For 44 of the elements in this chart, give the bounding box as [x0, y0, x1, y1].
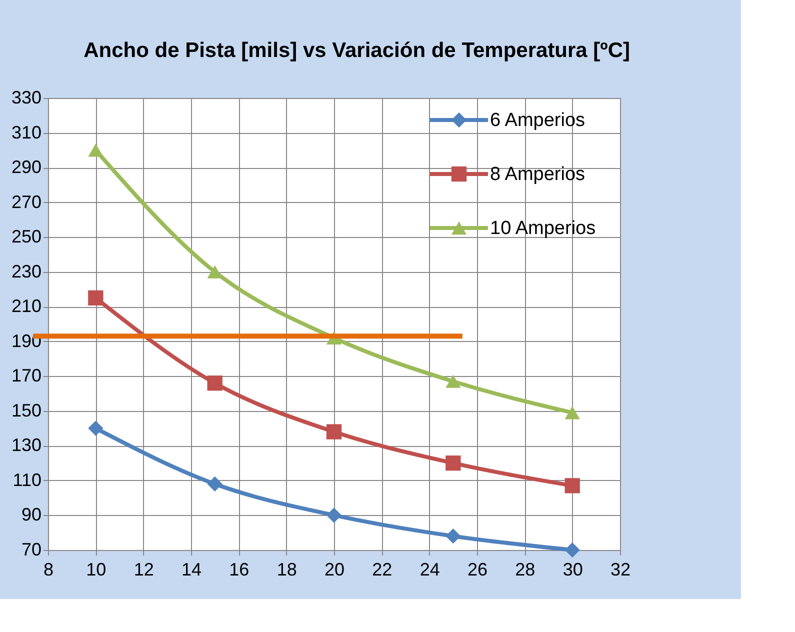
x-tick-label: 18: [276, 560, 297, 580]
y-tick-label: 130: [11, 435, 42, 456]
chart-title: Ancho de Pista [mils] vs Variación de Temperatura [ºC]: [84, 39, 630, 62]
point: [446, 455, 461, 471]
point: [326, 424, 342, 440]
legend-label: 8 Amperios: [490, 164, 586, 185]
y-tick-label: 110: [12, 470, 42, 490]
y-tick-label: 310: [11, 122, 42, 142]
point: [207, 376, 222, 391]
x-tick-label: 10: [86, 560, 106, 580]
x-tick-label: 30: [562, 560, 583, 580]
point: [446, 528, 461, 544]
y-tick-label: 250: [11, 226, 42, 247]
x-tick-label: 20: [324, 560, 345, 580]
x-tick-label: 22: [372, 560, 392, 580]
x-tick-label: 14: [181, 560, 202, 580]
legend-label: 10 Amperios: [490, 218, 596, 239]
legend-label: 6 Amperios: [490, 110, 586, 131]
y-tick-label: 230: [11, 261, 42, 282]
x-tick-label: 8: [43, 560, 54, 580]
y-tick-label: 210: [11, 296, 42, 316]
y-tick-label: 150: [11, 400, 42, 420]
point: [88, 144, 104, 157]
x-tick-label: 32: [610, 560, 631, 580]
y-tick-label: 330: [11, 88, 42, 108]
y-tick-label: 270: [11, 192, 42, 212]
point: [564, 478, 580, 494]
x-tick-label: 12: [134, 560, 154, 580]
y-tick-label: 90: [21, 504, 42, 525]
x-tick-label: 28: [515, 560, 536, 580]
point: [564, 406, 580, 420]
y-tick-label: 70: [21, 540, 42, 560]
point: [88, 420, 104, 436]
point: [446, 374, 461, 388]
point: [88, 290, 104, 306]
y-tick-label: 290: [11, 157, 42, 178]
point: [326, 508, 342, 523]
point: [564, 542, 580, 558]
y-tick-label: 170: [11, 366, 42, 386]
x-tick-label: 24: [420, 560, 440, 580]
x-tick-label: 16: [229, 560, 250, 580]
point: [207, 265, 222, 278]
point: [207, 476, 222, 492]
x-tick-label: 26: [467, 560, 488, 580]
